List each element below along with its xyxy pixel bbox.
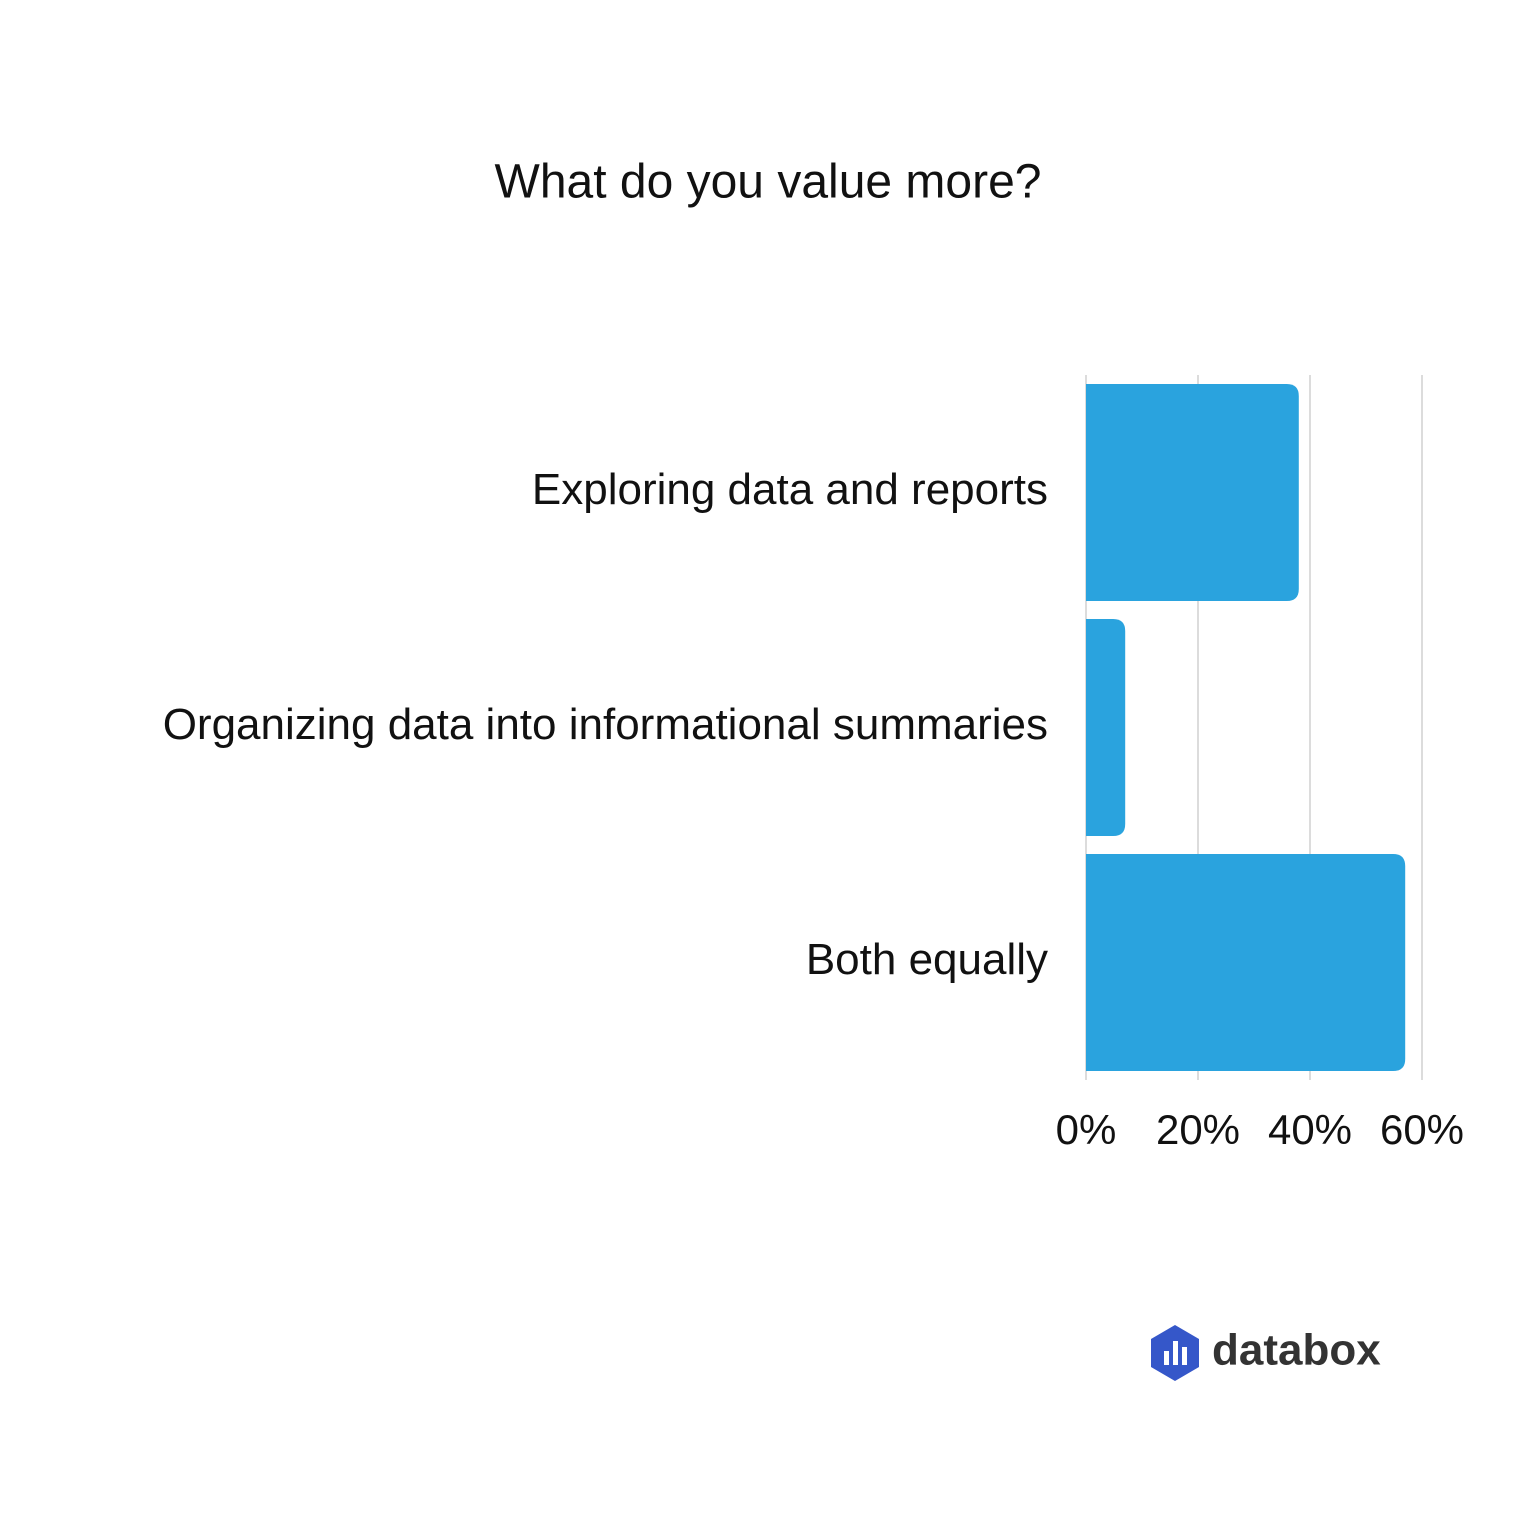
bar — [1086, 854, 1406, 1071]
logo-icon-bar — [1164, 1351, 1169, 1365]
x-tick-label: 20% — [1156, 1106, 1240, 1153]
logo — [1151, 1325, 1199, 1381]
x-tick-label: 40% — [1268, 1106, 1352, 1153]
chart-title: What do you value more? — [495, 156, 1042, 209]
x-tick-label: 0% — [1056, 1106, 1117, 1153]
bar — [1086, 384, 1299, 601]
logo-icon-bar — [1182, 1347, 1187, 1365]
x-tick-label: 60% — [1380, 1106, 1464, 1153]
bar — [1086, 619, 1126, 836]
y-tick-label: Both equally — [806, 935, 1048, 984]
logo-text: databox — [1212, 1326, 1381, 1375]
logo-icon-bar — [1173, 1341, 1178, 1365]
y-tick-label: Exploring data and reports — [532, 465, 1048, 514]
y-tick-label: Organizing data into informational summa… — [163, 700, 1048, 749]
